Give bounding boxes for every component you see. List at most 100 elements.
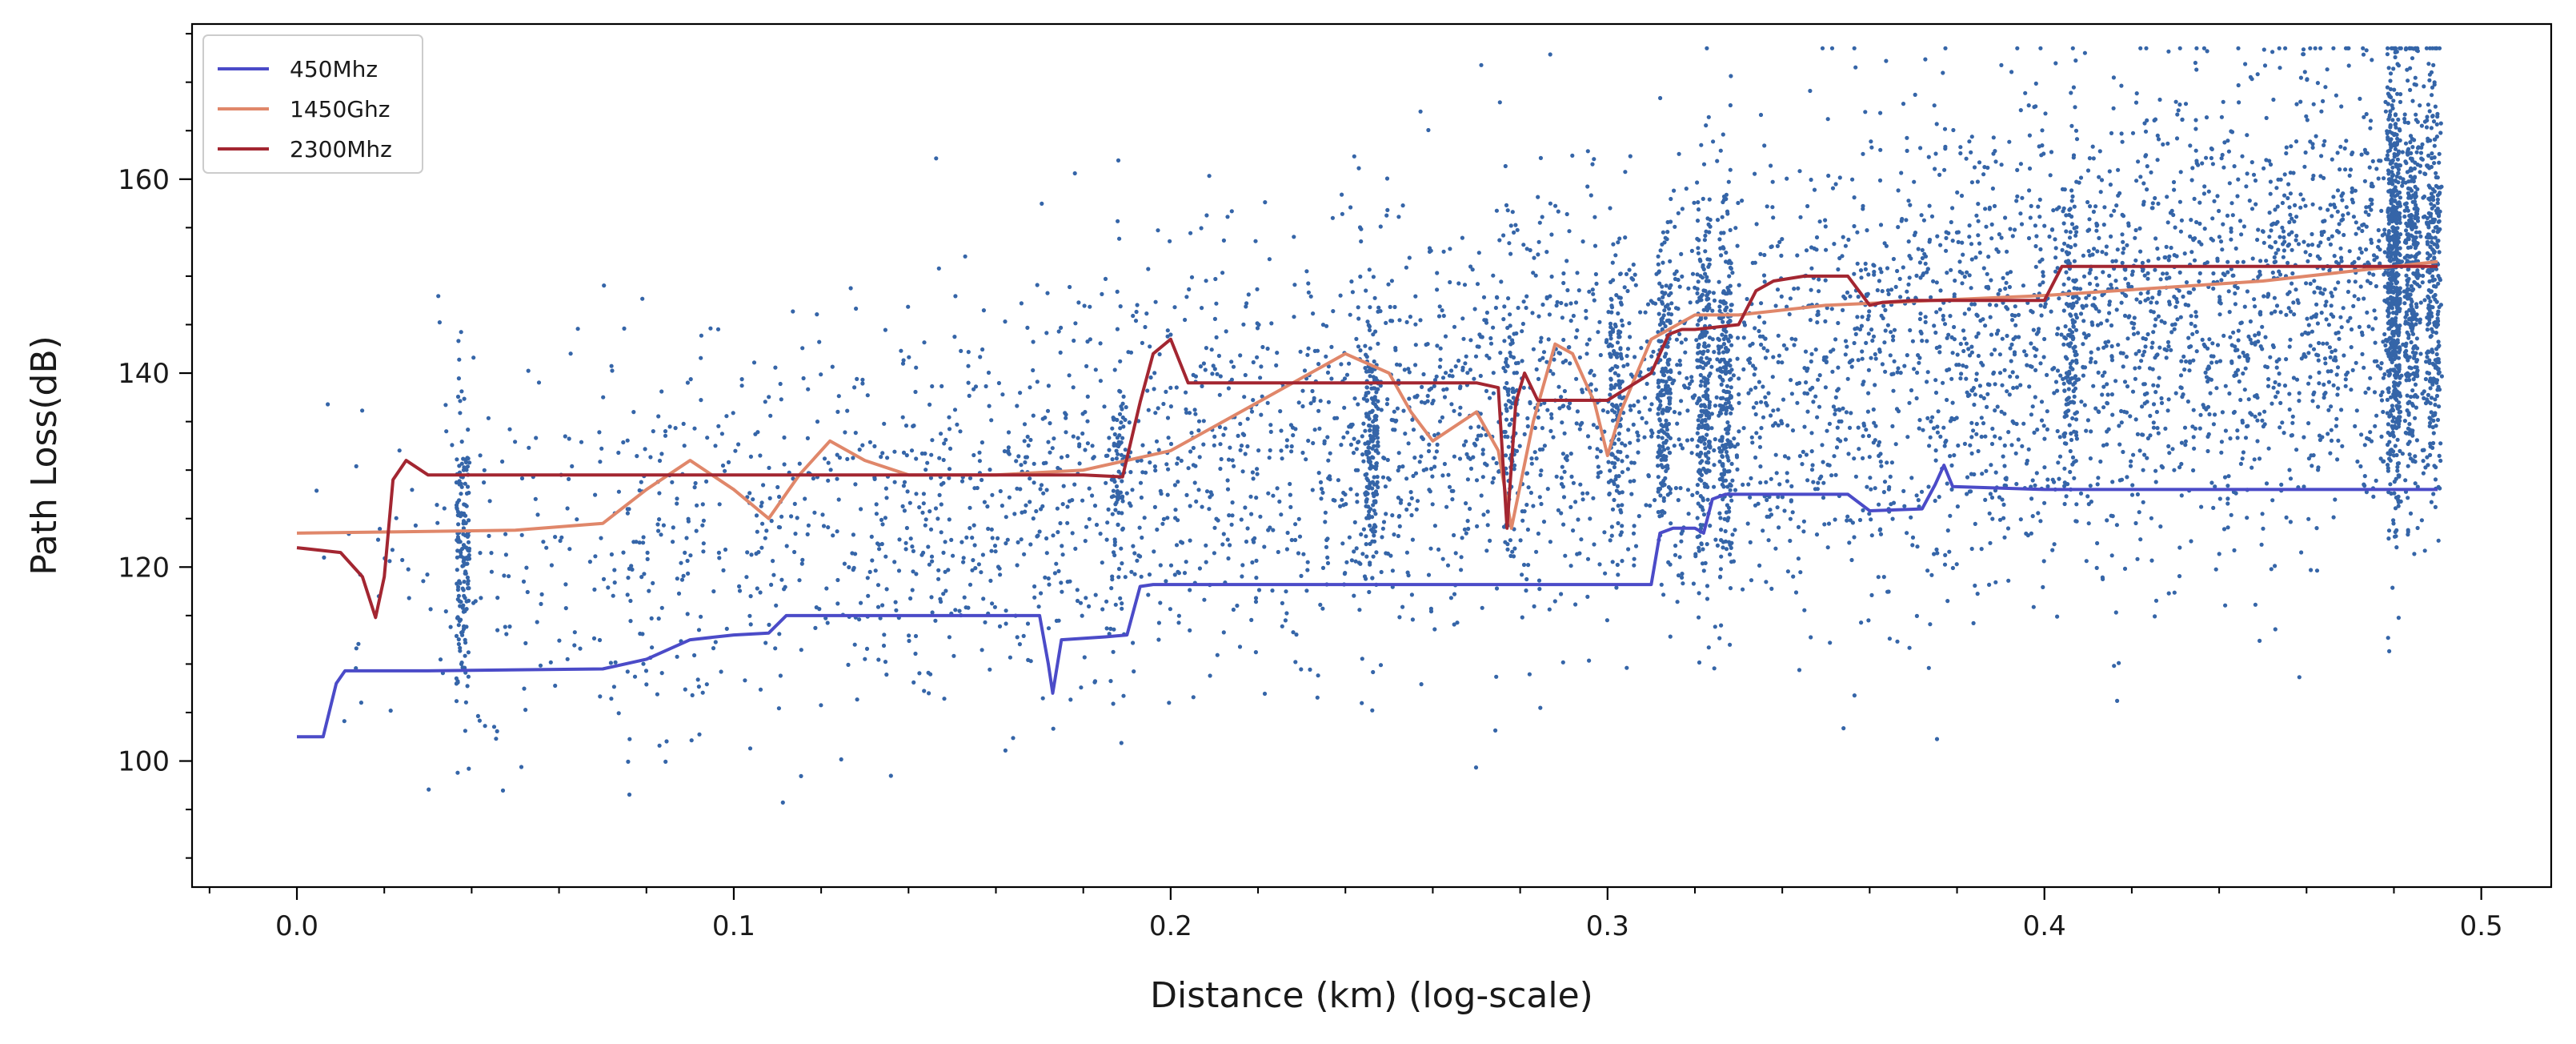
- scatter-point: [952, 335, 957, 339]
- scatter-point: [2197, 426, 2202, 431]
- scatter-point: [2193, 426, 2197, 431]
- scatter-point: [2311, 347, 2317, 351]
- scatter-point: [1678, 486, 1683, 491]
- scatter-point: [1685, 408, 1690, 413]
- scatter-point: [987, 404, 992, 408]
- scatter-point: [1563, 553, 1568, 558]
- scatter-point: [1356, 440, 1361, 444]
- scatter-point: [2294, 238, 2298, 243]
- scatter-point: [1948, 314, 1953, 319]
- scatter-point: [1923, 315, 1928, 319]
- scatter-point: [1452, 408, 1456, 413]
- scatter-point: [2211, 422, 2216, 427]
- scatter-point: [2338, 315, 2343, 319]
- scatter-point: [2142, 392, 2147, 397]
- scatter-point: [1720, 332, 1725, 337]
- scatter-point: [1926, 155, 1931, 159]
- scatter-point: [2109, 283, 2113, 287]
- scatter-point: [1795, 400, 1800, 405]
- scatter-point: [2033, 367, 2038, 372]
- scatter-point: [1637, 514, 1641, 519]
- scatter-point: [2101, 345, 2106, 350]
- scatter-point: [656, 616, 661, 621]
- scatter-point: [1782, 508, 1787, 513]
- scatter-point: [1211, 363, 1216, 368]
- scatter-point: [1250, 470, 1255, 475]
- scatter-point: [1933, 390, 1939, 396]
- scatter-point: [2002, 535, 2007, 540]
- scatter-point: [1559, 482, 1564, 487]
- scatter-point: [1741, 482, 1745, 488]
- scatter-point: [1863, 261, 1868, 266]
- scatter-point: [1156, 228, 1160, 233]
- scatter-point: [2143, 154, 2148, 159]
- scatter-point: [1166, 436, 1171, 440]
- scatter-point: [2408, 511, 2414, 516]
- scatter-point: [866, 593, 871, 598]
- scatter-point: [1018, 391, 1023, 396]
- scatter-point: [2141, 267, 2145, 271]
- scatter-point: [612, 580, 617, 585]
- scatter-point: [1950, 239, 1955, 243]
- scatter-point: [2424, 359, 2429, 364]
- scatter-point: [1221, 532, 1226, 536]
- scatter-point: [2282, 248, 2286, 253]
- scatter-point: [1077, 444, 1082, 449]
- scatter-point: [1632, 479, 1637, 484]
- scatter-point: [885, 456, 890, 460]
- scatter-point: [2029, 412, 2033, 417]
- scatter-point: [1804, 248, 1809, 253]
- scatter-point: [1016, 540, 1020, 545]
- scatter-point: [1165, 416, 1171, 420]
- scatter-point: [479, 596, 483, 600]
- scatter-point: [1746, 391, 1751, 396]
- scatter-point: [1157, 351, 1162, 357]
- scatter-point: [1557, 406, 1562, 411]
- scatter-point: [1916, 498, 1921, 503]
- scatter-point: [1989, 463, 1993, 468]
- scatter-point: [2321, 98, 2326, 103]
- scatter-point: [2122, 313, 2128, 318]
- scatter-point: [1961, 363, 1965, 368]
- scatter-point: [2178, 170, 2183, 175]
- scatter-point: [2167, 451, 2172, 456]
- scatter-point: [1545, 408, 1550, 412]
- scatter-point: [2362, 365, 2366, 370]
- scatter-point: [2113, 279, 2118, 283]
- scatter-point: [2310, 243, 2315, 247]
- scatter-point: [2322, 392, 2327, 397]
- scatter-point: [864, 646, 870, 652]
- scatter-point: [1948, 454, 1953, 459]
- scatter-point: [1685, 438, 1690, 443]
- scatter-point: [1776, 408, 1781, 412]
- scatter-point: [1878, 532, 1884, 536]
- scatter-point: [2037, 283, 2042, 287]
- scatter-point: [1217, 392, 1222, 397]
- scatter-point: [2007, 139, 2012, 144]
- scatter-point: [1227, 513, 1232, 518]
- scatter-point: [1749, 476, 1753, 481]
- scatter-point: [2063, 324, 2068, 329]
- scatter-point: [1855, 261, 1860, 266]
- scatter-point: [2432, 161, 2437, 166]
- scatter-point: [1918, 311, 1923, 316]
- scatter-point: [2233, 291, 2237, 296]
- scatter-point: [2298, 205, 2303, 210]
- scatter-point: [2189, 314, 2193, 319]
- scatter-point: [1312, 398, 1316, 404]
- scatter-point: [2113, 259, 2118, 263]
- scatter-point: [1945, 335, 1949, 340]
- scatter-point: [1526, 563, 1531, 568]
- scatter-point: [1571, 313, 1576, 319]
- scatter-point: [2165, 141, 2170, 146]
- scatter-point: [2286, 306, 2291, 311]
- scatter-point: [2277, 371, 2282, 376]
- scatter-point: [1886, 589, 1891, 594]
- scatter-point: [1173, 508, 1178, 512]
- scatter-point: [2242, 387, 2247, 392]
- scatter-point: [2375, 244, 2381, 250]
- scatter-point: [1988, 315, 1993, 319]
- scatter-point: [1283, 618, 1288, 623]
- scatter-point: [2368, 126, 2373, 130]
- scatter-point: [2057, 435, 2062, 440]
